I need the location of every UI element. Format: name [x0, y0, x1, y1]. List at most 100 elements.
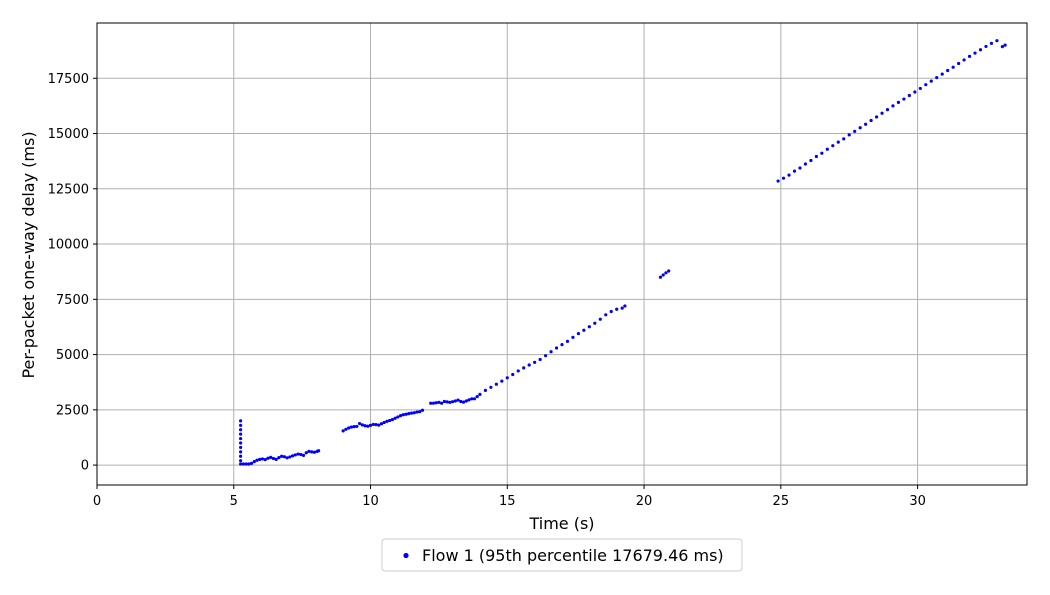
x-tick-label: 15 [499, 494, 516, 509]
data-point [549, 350, 553, 354]
data-point [604, 313, 608, 317]
data-point [989, 41, 994, 45]
data-point [352, 425, 356, 429]
data-point [377, 423, 381, 427]
data-point [792, 169, 797, 173]
data-point [978, 48, 983, 52]
data-point [382, 420, 386, 425]
data-point [825, 147, 829, 151]
data-point [946, 68, 950, 73]
data-point [623, 304, 627, 308]
x-tick-label: 20 [636, 494, 653, 509]
data-point [842, 137, 846, 141]
data-point [1000, 45, 1004, 49]
data-point [880, 111, 884, 115]
data-point [661, 273, 665, 277]
points-layer [239, 39, 1007, 466]
data-point [554, 346, 559, 350]
legend-marker-icon [403, 552, 409, 559]
data-point [609, 309, 613, 314]
data-point [239, 459, 243, 463]
data-point [787, 173, 791, 177]
data-point [388, 418, 392, 423]
data-point [820, 151, 824, 155]
data-point [803, 162, 808, 166]
y-tick-label: 5000 [56, 348, 89, 363]
data-point [538, 357, 542, 362]
data-point [962, 58, 966, 62]
data-point [459, 399, 463, 404]
legend: Flow 1 (95th percentile 17679.46 ms) [381, 538, 743, 572]
y-tick-label: 2500 [56, 403, 89, 418]
data-point [296, 452, 300, 456]
data-point [239, 419, 243, 423]
data-point [864, 122, 868, 126]
data-point [293, 453, 297, 457]
axes-layer: 0 5 10 15 20 25 30 0 2500 5000 7500 10000 12500 15000… [48, 22, 1028, 509]
data-point [420, 408, 425, 412]
y-tick-label: 17500 [48, 72, 89, 87]
data-point [940, 72, 944, 76]
data-point [470, 397, 474, 401]
data-point [399, 413, 403, 418]
data-point [847, 133, 851, 137]
data-point [814, 154, 818, 159]
data-point [1003, 43, 1007, 47]
data-point [483, 388, 488, 392]
data-point [271, 456, 276, 461]
data-point [396, 415, 400, 419]
data-point [412, 411, 416, 415]
data-point [357, 421, 362, 426]
data-point [437, 400, 441, 404]
data-point [902, 97, 906, 101]
y-tick-label: 0 [81, 459, 89, 474]
data-point [344, 427, 348, 431]
data-point [409, 411, 414, 415]
data-point [239, 423, 243, 427]
data-point [239, 454, 243, 458]
data-point [385, 419, 389, 423]
data-point [957, 61, 961, 66]
data-point [776, 179, 780, 183]
data-point [239, 445, 243, 450]
data-point [582, 328, 586, 332]
data-point [239, 432, 243, 436]
data-point [885, 108, 890, 112]
data-point [615, 307, 619, 311]
data-point [543, 354, 548, 358]
data-point [489, 385, 493, 389]
data-point [527, 363, 531, 367]
data-point [565, 339, 570, 343]
x-tick-label: 30 [909, 494, 926, 509]
data-point [269, 455, 273, 459]
data-point [505, 376, 509, 380]
data-point [620, 306, 624, 310]
data-point [516, 369, 520, 373]
data-point [467, 398, 471, 402]
data-point [478, 392, 482, 396]
x-tick-label: 5 [230, 494, 238, 509]
data-point [448, 400, 452, 404]
data-point [415, 410, 419, 414]
data-point [347, 426, 351, 430]
data-point [429, 401, 433, 405]
data-point [918, 86, 922, 91]
data-point [598, 317, 602, 321]
data-point [472, 397, 477, 401]
data-point [404, 412, 408, 416]
x-tick-label: 0 [93, 494, 101, 509]
legend-box [381, 538, 743, 572]
data-point [379, 422, 384, 426]
data-point [593, 321, 597, 325]
data-point [368, 423, 373, 427]
data-point [929, 79, 933, 83]
data-point [349, 425, 353, 429]
data-point [475, 394, 479, 399]
data-point [301, 453, 306, 457]
x-tick-label: 10 [362, 494, 379, 509]
data-point [440, 401, 444, 405]
data-point [341, 429, 345, 433]
data-point [280, 454, 284, 458]
